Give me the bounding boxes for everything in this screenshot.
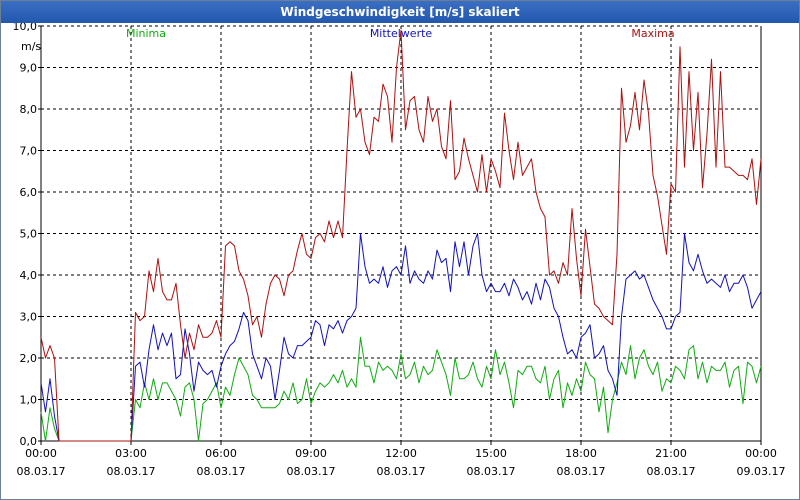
x-tick-date: 08.03.17 bbox=[17, 465, 66, 478]
x-tick-time: 15:00 bbox=[475, 447, 507, 460]
x-tick-date: 08.03.17 bbox=[197, 465, 246, 478]
y-tick-label: 7,0 bbox=[20, 145, 38, 158]
series-line-minima bbox=[40, 336, 762, 442]
y-tick-label: 4,0 bbox=[20, 269, 38, 282]
y-tick-label: 2,0 bbox=[20, 352, 38, 365]
x-tick-time: 12:00 bbox=[385, 447, 417, 460]
y-tick-label: 3,0 bbox=[20, 311, 38, 324]
y-tick-label: 5,0 bbox=[20, 228, 38, 241]
y-tick-label: 6,0 bbox=[20, 186, 38, 199]
x-tick-time: 00:00 bbox=[745, 447, 777, 460]
x-tick-date: 08.03.17 bbox=[377, 465, 426, 478]
x-tick-date: 08.03.17 bbox=[467, 465, 516, 478]
axes: 0,0 1,0 2,0 3,0 4,0 5,0 6,0 7,0 8,0 9,0 10,0 00:00 0… bbox=[13, 23, 786, 478]
legend-item-mittelwerte: Mittelwerte bbox=[370, 27, 433, 40]
x-tick-time: 00:00 bbox=[25, 447, 57, 460]
x-tick-time: 21:00 bbox=[655, 447, 687, 460]
x-tick-time: 09:00 bbox=[295, 447, 327, 460]
x-tick-date: 08.03.17 bbox=[107, 465, 156, 478]
legend: Minima Mittelwerte Maxima bbox=[126, 27, 675, 40]
window-title: Windgeschwindigkeit [m/s] skaliert bbox=[1, 1, 799, 23]
wind-speed-chart: 0,0 1,0 2,0 3,0 4,0 5,0 6,0 7,0 8,0 9,0 10,0 00:00 0… bbox=[1, 23, 799, 499]
y-tick-label: 0,0 bbox=[20, 435, 38, 448]
x-tick-time: 06:00 bbox=[205, 447, 237, 460]
series-line-maxima bbox=[40, 29, 762, 442]
series-line-mittelwerte bbox=[40, 233, 762, 442]
y-tick-label: 10,0 bbox=[13, 23, 38, 33]
x-tick-date: 08.03.17 bbox=[647, 465, 696, 478]
series-lines bbox=[40, 29, 762, 442]
y-axis-unit-label: m/s bbox=[21, 40, 41, 53]
y-tick-label: 8,0 bbox=[20, 103, 38, 116]
y-tick-label: 9,0 bbox=[20, 62, 38, 75]
x-tick-date: 09.03.17 bbox=[737, 465, 786, 478]
y-tick-label: 1,0 bbox=[20, 394, 38, 407]
legend-item-minima: Minima bbox=[126, 27, 166, 40]
x-tick-date: 08.03.17 bbox=[557, 465, 606, 478]
chart-background bbox=[1, 23, 799, 499]
x-tick-date: 08.03.17 bbox=[287, 465, 336, 478]
x-tick-time: 03:00 bbox=[115, 447, 147, 460]
grid bbox=[41, 25, 761, 441]
x-tick-time: 18:00 bbox=[565, 447, 597, 460]
legend-item-maxima: Maxima bbox=[631, 27, 674, 40]
